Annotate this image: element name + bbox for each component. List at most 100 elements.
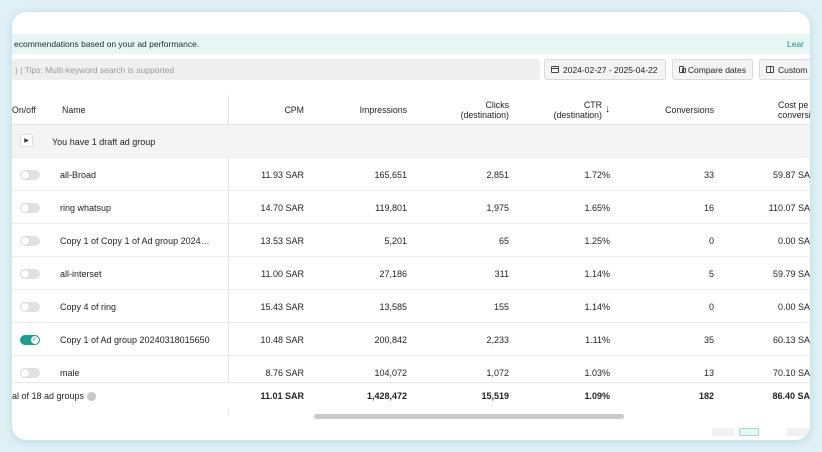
cell-impressions: 165,651 (374, 169, 407, 180)
info-icon[interactable] (87, 391, 97, 401)
cell-conversions: 5 (708, 268, 714, 279)
header-impressions[interactable]: Impressions (359, 105, 407, 115)
totals-ctr: 1.09% (584, 391, 610, 401)
cell-ctr: 1.14% (584, 301, 610, 312)
ad-group-name-link[interactable]: all-Broad (60, 169, 97, 180)
calendar-icon (551, 66, 559, 73)
horizontal-scrollbar[interactable] (314, 414, 624, 419)
cell-impressions: 200,842 (374, 334, 407, 345)
frozen-column-divider (228, 95, 229, 415)
cell-conversions: 0 (708, 301, 714, 312)
cell-ctr: 1.03% (584, 367, 610, 378)
cell-ctr: 1.72% (584, 169, 610, 180)
date-range-label: 2024-02-27 - 2025-04-22 (563, 64, 658, 75)
table-row[interactable]: Copy 4 of ring 15.43 SAR 13,585 155 1.14% 0 0.… (12, 290, 810, 323)
cell-ctr: 1.65% (584, 202, 610, 213)
cell-conversions: 16 (703, 202, 714, 213)
status-toggle[interactable] (20, 170, 40, 180)
custom-columns-button[interactable]: Custom (759, 59, 810, 80)
cell-cpm: 14.70 SAR (260, 202, 304, 213)
totals-impressions: 1,428,472 (366, 391, 407, 401)
table-row[interactable]: Copy 1 of Ad group 20240318015650 10.48 S… (12, 323, 810, 356)
totals-cost: 86.40 SA (772, 391, 810, 401)
header-clicks[interactable]: Clicks (destination) (460, 100, 509, 120)
cell-cpm: 11.93 SAR (261, 169, 304, 180)
cell-conversions: 35 (703, 334, 714, 345)
banner-text: ecommendations based on your ad performa… (14, 39, 200, 49)
learn-more-link[interactable]: Lear (786, 39, 804, 49)
table-header: On/off Name CPM Impressions Clicks (desti… (12, 95, 810, 125)
cell-impressions: 5,201 (384, 235, 407, 246)
cell-impressions: 27,186 (379, 268, 407, 279)
ad-group-name-link[interactable]: male (60, 367, 80, 378)
status-toggle[interactable] (20, 203, 40, 213)
pagination-current[interactable] (739, 428, 759, 436)
totals-cpm: 11.01 SAR (260, 391, 304, 401)
cell-cost: 70.10 SA (772, 367, 810, 378)
header-onoff: On/off (12, 105, 36, 115)
cell-conversions: 33 (703, 169, 714, 180)
ad-group-name-link[interactable]: ring whatsup (60, 202, 112, 213)
cell-conversions: 0 (708, 235, 714, 246)
table-row[interactable]: ring whatsup 14.70 SAR 119,801 1,975 1.65% 16… (12, 191, 810, 224)
draft-row[interactable]: ▶ You have 1 draft ad group (12, 125, 810, 158)
status-toggle[interactable] (20, 269, 40, 279)
compare-icon (679, 66, 686, 73)
compare-dates-label: Compare dates (687, 64, 746, 75)
cell-cpm: 8.76 SAR (265, 367, 304, 378)
cell-impressions: 13,585 (379, 301, 407, 312)
cell-cpm: 13.53 SAR (260, 235, 304, 246)
date-range-picker[interactable]: 2024-02-27 - 2025-04-22 (544, 59, 666, 80)
cell-cost: 0.00 SA (777, 235, 810, 246)
recommendation-banner: ecommendations based on your ad performa… (12, 34, 810, 54)
table-row[interactable]: all-Broad 11.93 SAR 165,651 2,851 1.72% 33 59.… (12, 158, 810, 191)
cell-clicks: 2,233 (486, 334, 509, 345)
cell-cpm: 11.00 SAR (261, 268, 304, 279)
custom-columns-label: Custom (778, 64, 808, 75)
cell-ctr: 1.25% (584, 235, 610, 246)
cell-ctr: 1.14% (584, 268, 610, 279)
expand-caret-icon[interactable]: ▶ (20, 134, 33, 147)
cell-clicks: 311 (494, 268, 509, 279)
cell-cpm: 15.43 SAR (260, 301, 304, 312)
ad-group-name-link[interactable]: Copy 1 of Copy 1 of Ad group 2024… (60, 235, 210, 246)
table-row[interactable]: all-interset 11.00 SAR 27,186 311 1.14% 5 59.7… (12, 257, 810, 290)
header-cost-per-conversion[interactable]: Cost peconversio (778, 100, 810, 120)
status-toggle[interactable] (20, 368, 40, 378)
cell-clicks: 155 (493, 301, 509, 312)
cell-cost: 59.79 SA (772, 268, 810, 279)
compare-dates-button[interactable]: Compare dates (672, 59, 753, 80)
cell-clicks: 2,851 (486, 169, 509, 180)
pagination-prev[interactable] (712, 428, 734, 436)
draft-text: You have 1 draft ad group (52, 136, 156, 147)
cell-cost: 110.07 SA (768, 202, 810, 213)
status-toggle[interactable] (20, 236, 40, 246)
header-ctr[interactable]: CTR (destination) ↓ (553, 100, 610, 120)
toolbar: ) | Tips: Multi-keyword search is suppor… (12, 59, 810, 81)
header-conversions[interactable]: Conversions (665, 105, 714, 115)
cell-cost: 59.87 SA (772, 169, 810, 180)
cell-cost: 60.13 SA (772, 334, 810, 345)
cell-impressions: 119,801 (375, 202, 407, 213)
ad-group-name-link[interactable]: all-interset (60, 268, 102, 279)
status-toggle[interactable] (20, 335, 40, 345)
cell-clicks: 65 (498, 235, 509, 246)
columns-icon (766, 66, 774, 73)
table-row[interactable]: Copy 1 of Copy 1 of Ad group 2024… 13.53 … (12, 224, 810, 257)
ad-group-name-link[interactable]: Copy 4 of ring (60, 301, 117, 312)
status-toggle[interactable] (20, 302, 40, 312)
totals-row: al of 18 ad groups 11.01 SAR 1,428,472 1… (12, 382, 810, 408)
cell-clicks: 1,975 (486, 202, 509, 213)
cell-conversions: 13 (703, 367, 714, 378)
ad-group-table: On/off Name CPM Impressions Clicks (desti… (12, 95, 810, 440)
pagination-next[interactable] (787, 428, 809, 436)
search-placeholder: ) | Tips: Multi-keyword search is suppor… (15, 64, 175, 75)
search-input[interactable]: ) | Tips: Multi-keyword search is suppor… (12, 59, 540, 80)
header-name[interactable]: Name (62, 105, 86, 115)
header-cpm[interactable]: CPM (284, 105, 304, 115)
cell-clicks: 1,072 (486, 367, 509, 378)
cell-impressions: 104,072 (374, 367, 407, 378)
ad-group-name-link[interactable]: Copy 1 of Ad group 20240318015650 (60, 334, 210, 345)
cell-cost: 0.00 SA (777, 301, 810, 312)
totals-conversions: 182 (698, 391, 714, 401)
